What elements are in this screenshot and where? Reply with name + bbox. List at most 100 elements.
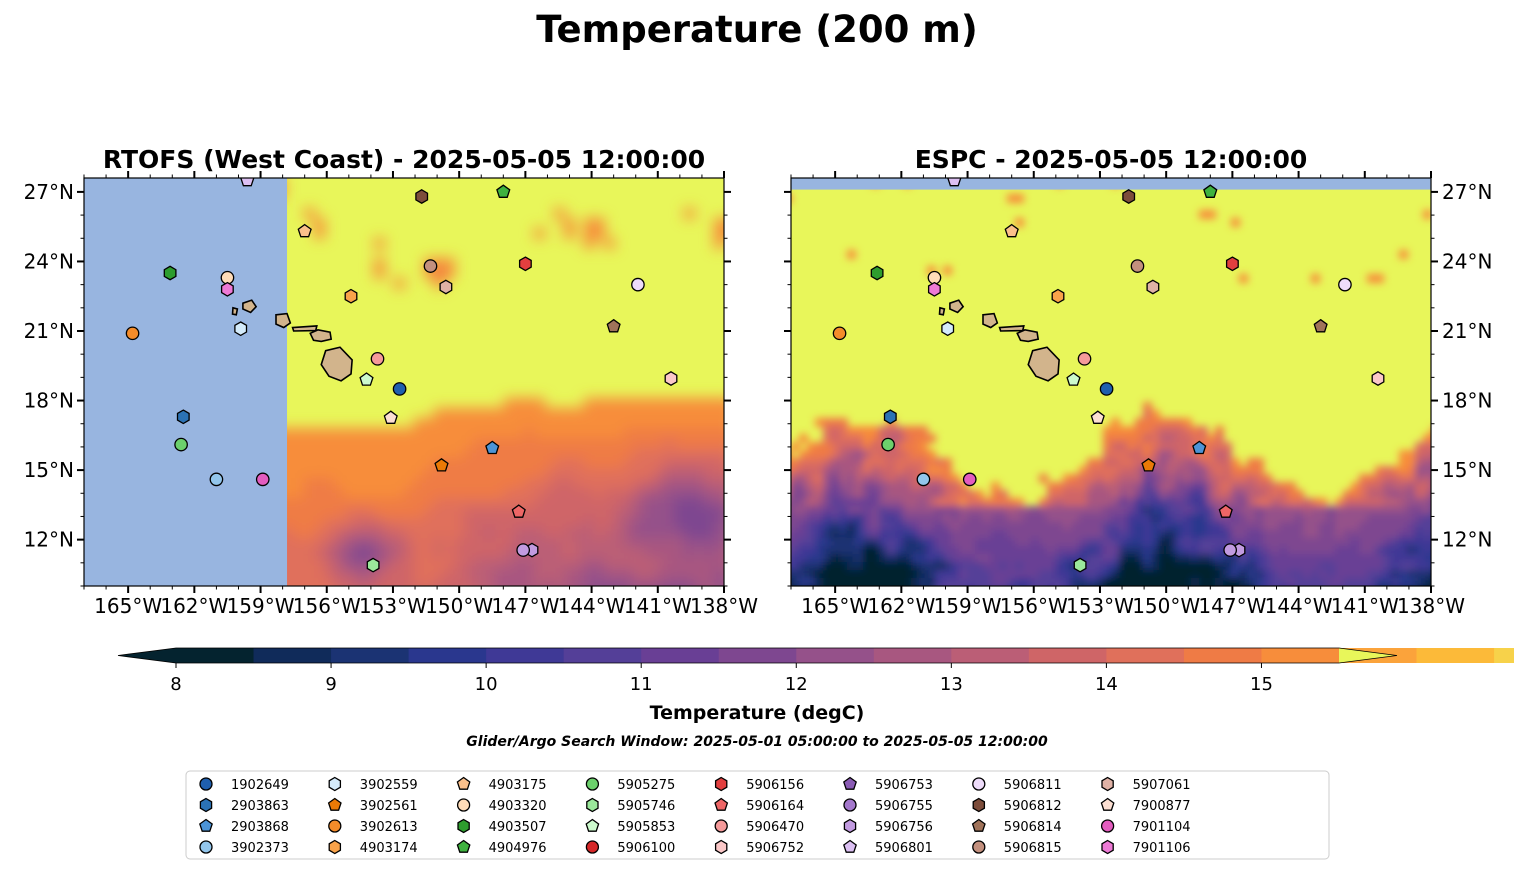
float-marker-4904976 bbox=[1203, 184, 1218, 198]
legend-marker-5906811 bbox=[972, 777, 986, 791]
legend-marker-3902561 bbox=[327, 797, 342, 811]
rtofs-x-tick-label: 150°W bbox=[425, 594, 493, 618]
float-marker-2903863 bbox=[883, 409, 897, 425]
float-marker-3902613 bbox=[832, 326, 847, 341]
espc-x-tick-label: 153°W bbox=[1066, 594, 1134, 618]
legend-marker-5906164 bbox=[714, 797, 729, 811]
legend-item-4903174: 4903174 bbox=[328, 839, 418, 856]
legend-item-5905746: 5905746 bbox=[586, 797, 675, 814]
float-marker-5906164 bbox=[1218, 504, 1233, 518]
float-marker-5906812 bbox=[1122, 189, 1136, 204]
legend-label-4903175: 4903175 bbox=[489, 778, 547, 793]
colorbar: 8 9 10 11 12 13 14 15 Temperature (degC) bbox=[117, 647, 1514, 724]
legend-marker-5906814 bbox=[971, 818, 986, 832]
island-kauai bbox=[949, 299, 965, 314]
legend-marker-5906812 bbox=[972, 797, 986, 813]
espc-x-tick-label: 150°W bbox=[1132, 594, 1200, 618]
legend-marker-5907061 bbox=[1101, 776, 1114, 792]
float-legend: 1902649 2903863 2903868 3902373 3902559 39025… bbox=[185, 770, 1330, 860]
float-marker-7901106 bbox=[220, 281, 234, 297]
float-marker-5905746 bbox=[1073, 557, 1087, 573]
rtofs-x-tick-label: 162°W bbox=[160, 594, 228, 618]
legend-label-5905746: 5905746 bbox=[617, 799, 675, 814]
espc-no-data-region bbox=[791, 178, 1431, 190]
rtofs-x-tick-label: 147°W bbox=[491, 594, 559, 618]
legend-label-5906756: 5906756 bbox=[875, 820, 933, 835]
legend-item-7900877: 7900877 bbox=[1100, 797, 1191, 814]
legend-label-2903863: 2903863 bbox=[231, 799, 289, 814]
legend-item-4903507: 4903507 bbox=[457, 818, 547, 835]
island-oahu bbox=[275, 312, 292, 329]
legend-label-4903320: 4903320 bbox=[489, 799, 547, 814]
figure-title: Temperature (200 m) bbox=[536, 8, 978, 51]
espc-y-tick-label: 21°N bbox=[1442, 319, 1492, 343]
espc-axes: 165°W162°W159°W156°W153°W150°W147°W144°W… bbox=[784, 171, 1492, 618]
legend-label-5906801: 5906801 bbox=[875, 841, 933, 856]
legend-item-7901104: 7901104 bbox=[1100, 819, 1191, 835]
legend-marker-2903863 bbox=[199, 797, 213, 813]
rtofs-y-tick-label: 18°N bbox=[24, 389, 74, 413]
float-marker-5906470 bbox=[1077, 351, 1092, 366]
legend-label-7900877: 7900877 bbox=[1133, 799, 1191, 814]
espc-y-tick-label: 24°N bbox=[1442, 249, 1492, 273]
island-molokai bbox=[998, 325, 1025, 332]
legend-marker-2903868 bbox=[199, 818, 213, 832]
island-hawaii bbox=[320, 346, 353, 382]
legend-label-5906100: 5906100 bbox=[617, 841, 675, 856]
rtofs-no-data-region bbox=[84, 178, 288, 586]
float-marker-5906815 bbox=[423, 259, 438, 273]
colorbar-segment bbox=[1494, 648, 1514, 663]
rtofs-y-tick-label: 27°N bbox=[24, 180, 74, 204]
colorbar-segment bbox=[408, 648, 487, 663]
legend-item-5906812: 5906812 bbox=[972, 797, 1062, 814]
colorbar-tick-label: 13 bbox=[940, 674, 963, 695]
legend-marker-7901104 bbox=[1100, 819, 1115, 833]
rtofs-axes: 165°W162°W159°W156°W153°W150°W147°W144°W… bbox=[24, 171, 758, 618]
espc-x-tick-label: 144°W bbox=[1265, 594, 1333, 618]
float-marker-4903174 bbox=[344, 288, 358, 304]
rtofs-y-tick-label: 12°N bbox=[24, 528, 74, 552]
legend-marker-1902649 bbox=[199, 777, 213, 791]
search-window-text: Glider/Argo Search Window: 2025-05-01 05… bbox=[466, 734, 1048, 750]
legend-label-5906812: 5906812 bbox=[1004, 799, 1062, 814]
legend-marker-3902373 bbox=[199, 840, 213, 854]
legend-item-4903320: 4903320 bbox=[456, 798, 547, 814]
float-marker-5906801 bbox=[947, 178, 962, 187]
legend-item-7901106: 7901106 bbox=[1101, 839, 1191, 856]
rtofs-x-tick-label: 138°W bbox=[690, 594, 758, 618]
legend-item-5905275: 5905275 bbox=[585, 777, 675, 793]
island-niihau bbox=[938, 306, 946, 316]
legend-item-2903868: 2903868 bbox=[199, 818, 289, 835]
float-marker-7900877 bbox=[1090, 410, 1105, 424]
legend-label-5907061: 5907061 bbox=[1133, 778, 1191, 793]
float-marker-5906752 bbox=[664, 371, 678, 386]
colorbar-segment bbox=[331, 648, 410, 663]
legend-marker-5906470 bbox=[714, 819, 728, 833]
rtofs-x-tick-label: 165°W bbox=[94, 594, 162, 618]
legend-item-5906811: 5906811 bbox=[972, 777, 1062, 793]
espc-y-tick-label: 15°N bbox=[1442, 458, 1492, 482]
legend-label-5906753: 5906753 bbox=[875, 778, 933, 793]
legend-marker-7900877 bbox=[1100, 797, 1115, 811]
espc-x-tick-label: 141°W bbox=[1331, 594, 1399, 618]
legend-marker-5906755 bbox=[843, 798, 857, 812]
legend-marker-5906753 bbox=[843, 776, 857, 790]
rtofs-x-tick-label: 159°W bbox=[227, 594, 295, 618]
float-marker-7901106 bbox=[927, 281, 941, 297]
espc-x-tick-label: 159°W bbox=[934, 594, 1002, 618]
legend-item-5906801: 5906801 bbox=[843, 839, 933, 856]
legend-item-5907061: 5907061 bbox=[1101, 776, 1191, 793]
legend-label-4903507: 4903507 bbox=[489, 820, 547, 835]
legend-marker-5905746 bbox=[586, 797, 599, 813]
rtofs-y-tick-label: 24°N bbox=[24, 249, 74, 273]
legend-marker-5906815 bbox=[972, 840, 986, 854]
float-marker-5906815 bbox=[1130, 259, 1145, 273]
legend-label-3902373: 3902373 bbox=[231, 841, 289, 856]
legend-item-5906156: 5906156 bbox=[714, 776, 804, 793]
legend-marker-5906100 bbox=[585, 840, 600, 854]
rtofs-y-tick-label: 15°N bbox=[24, 458, 74, 482]
legend-item-5906752: 5906752 bbox=[714, 839, 804, 856]
colorbar-segment bbox=[873, 648, 952, 663]
legend-item-3902613: 3902613 bbox=[328, 819, 418, 835]
colorbar-under-extension bbox=[118, 648, 176, 663]
